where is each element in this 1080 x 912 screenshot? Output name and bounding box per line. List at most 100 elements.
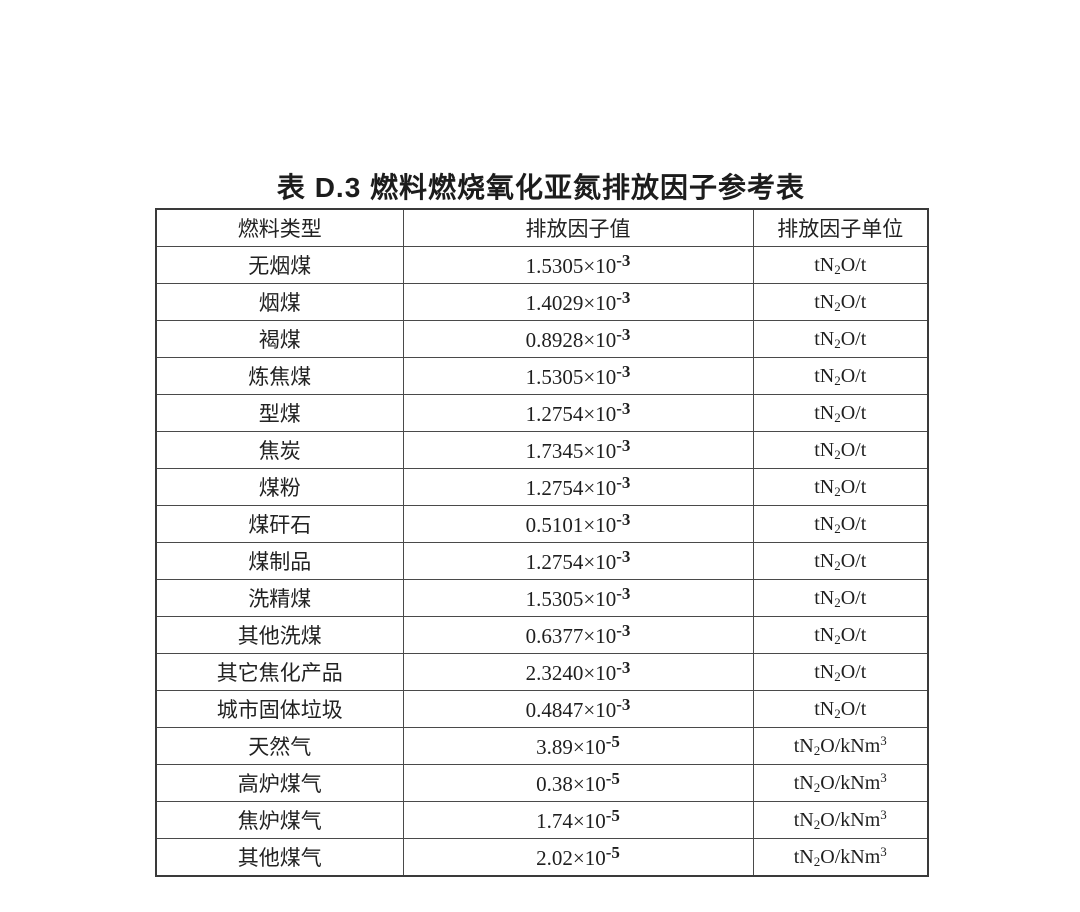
factor-value-base: 1.5305×10	[525, 365, 617, 389]
factor-unit-cell: tN2O/t	[752, 690, 929, 728]
unit-suffix: O/t	[840, 328, 867, 350]
unit-subscript: 2	[813, 780, 821, 795]
factor-value-exponent: -3	[616, 473, 631, 492]
table-row: 其他煤气 2.02×10-5 tN2O/kNm3	[155, 838, 929, 877]
factor-value-base: 1.5305×10	[525, 587, 617, 611]
unit-suffix: O/kNm	[820, 846, 881, 868]
fuel-name-cell: 型煤	[155, 394, 404, 432]
unit-superscript: 3	[880, 844, 887, 859]
factor-value-base: 0.8928×10	[525, 328, 617, 352]
fuel-name-cell: 煤矸石	[155, 505, 404, 543]
factor-value-cell: 0.5101×10-3	[402, 505, 754, 543]
factor-value-exponent: -3	[616, 547, 631, 566]
table-row: 煤制品 1.2754×10-3 tN2O/t	[155, 542, 929, 580]
factor-value-cell: 1.5305×10-3	[402, 357, 754, 395]
factor-value-exponent: -3	[616, 325, 631, 344]
factor-value-base: 1.7345×10	[525, 439, 617, 463]
factor-value-base: 0.38×10	[536, 772, 606, 796]
unit-suffix: O/kNm	[820, 735, 881, 757]
unit-prefix: tN	[814, 328, 835, 350]
unit-suffix: O/t	[840, 476, 867, 498]
emission-factor-table: 燃料类型 排放因子值 排放因子单位 无烟煤 1.5305×10-3 tN2O/t…	[155, 208, 929, 877]
factor-value-base: 1.74×10	[536, 809, 606, 833]
unit-suffix: O/kNm	[820, 772, 881, 794]
unit-superscript: 3	[880, 733, 887, 748]
factor-value-base: 3.89×10	[536, 735, 606, 759]
unit-prefix: tN	[814, 661, 835, 683]
factor-value-exponent: -5	[605, 806, 620, 825]
table-row: 煤粉 1.2754×10-3 tN2O/t	[155, 468, 929, 506]
unit-suffix: O/t	[840, 698, 867, 720]
fuel-name-cell: 褐煤	[155, 320, 404, 358]
unit-subscript: 2	[834, 558, 841, 573]
table-row: 洗精煤 1.5305×10-3 tN2O/t	[155, 579, 929, 617]
unit-prefix: tN	[814, 439, 835, 461]
table-row: 炼焦煤 1.5305×10-3 tN2O/t	[155, 357, 929, 395]
unit-subscript: 2	[834, 373, 841, 388]
factor-value-cell: 0.6377×10-3	[402, 616, 754, 654]
unit-subscript: 2	[834, 262, 841, 277]
factor-value-cell: 1.2754×10-3	[402, 468, 754, 506]
table-row: 焦炉煤气 1.74×10-5 tN2O/kNm3	[155, 801, 929, 839]
unit-suffix: O/t	[840, 550, 867, 572]
factor-value-cell: 1.2754×10-3	[402, 542, 754, 580]
factor-value-cell: 2.02×10-5	[402, 838, 754, 877]
factor-unit-cell: tN2O/t	[752, 394, 929, 432]
unit-subscript: 2	[834, 484, 841, 499]
factor-value-base: 2.3240×10	[525, 661, 617, 685]
fuel-name-cell: 焦炉煤气	[155, 801, 404, 839]
factor-value-exponent: -3	[616, 510, 631, 529]
factor-value-base: 1.2754×10	[525, 476, 617, 500]
unit-prefix: tN	[814, 624, 835, 646]
unit-prefix: tN	[814, 550, 835, 572]
unit-prefix: tN	[793, 846, 814, 868]
fuel-name-cell: 无烟煤	[155, 246, 404, 284]
fuel-name-cell: 煤制品	[155, 542, 404, 580]
factor-value-exponent: -3	[616, 658, 631, 677]
unit-suffix: O/t	[840, 587, 867, 609]
unit-suffix: O/t	[840, 661, 867, 683]
fuel-name-cell: 烟煤	[155, 283, 404, 321]
unit-superscript: 3	[880, 807, 887, 822]
factor-value-cell: 1.5305×10-3	[402, 579, 754, 617]
factor-value-base: 0.4847×10	[525, 698, 617, 722]
unit-subscript: 2	[813, 743, 821, 758]
table-row: 其他洗煤 0.6377×10-3 tN2O/t	[155, 616, 929, 654]
table-row: 煤矸石 0.5101×10-3 tN2O/t	[155, 505, 929, 543]
unit-prefix: tN	[814, 365, 835, 387]
fuel-name-cell: 城市固体垃圾	[155, 690, 404, 728]
factor-unit-cell: tN2O/t	[752, 579, 929, 617]
factor-value-base: 2.02×10	[536, 846, 606, 870]
factor-value-exponent: -3	[616, 621, 631, 640]
factor-value-base: 1.4029×10	[525, 291, 617, 315]
unit-prefix: tN	[814, 587, 835, 609]
factor-unit-cell: tN2O/t	[752, 357, 929, 395]
table-row: 焦炭 1.7345×10-3 tN2O/t	[155, 431, 929, 469]
factor-value-cell: 1.4029×10-3	[402, 283, 754, 321]
factor-value-exponent: -3	[616, 288, 631, 307]
factor-value-base: 0.6377×10	[525, 624, 617, 648]
page-title: 表 D.3 燃料燃烧氧化亚氮排放因子参考表	[276, 172, 806, 203]
factor-unit-cell: tN2O/t	[752, 283, 929, 321]
header-cell-factor-value: 排放因子值	[402, 208, 754, 247]
unit-subscript: 2	[834, 521, 841, 536]
factor-unit-cell: tN2O/t	[752, 431, 929, 469]
factor-value-exponent: -5	[605, 732, 620, 751]
unit-prefix: tN	[814, 291, 835, 313]
factor-value-cell: 0.4847×10-3	[402, 690, 754, 728]
unit-subscript: 2	[834, 410, 841, 425]
factor-value-exponent: -3	[616, 399, 631, 418]
unit-suffix: O/t	[840, 365, 867, 387]
fuel-name-cell: 其他煤气	[155, 838, 404, 877]
unit-subscript: 2	[834, 447, 841, 462]
factor-value-cell: 1.5305×10-3	[402, 246, 754, 284]
factor-unit-cell: tN2O/t	[752, 505, 929, 543]
unit-suffix: O/t	[840, 254, 867, 276]
unit-subscript: 2	[813, 854, 821, 869]
factor-value-cell: 1.7345×10-3	[402, 431, 754, 469]
fuel-name-cell: 其它焦化产品	[155, 653, 404, 691]
factor-value-cell: 0.38×10-5	[402, 764, 754, 802]
table-header-row: 燃料类型 排放因子值 排放因子单位	[155, 208, 929, 247]
unit-subscript: 2	[834, 299, 841, 314]
